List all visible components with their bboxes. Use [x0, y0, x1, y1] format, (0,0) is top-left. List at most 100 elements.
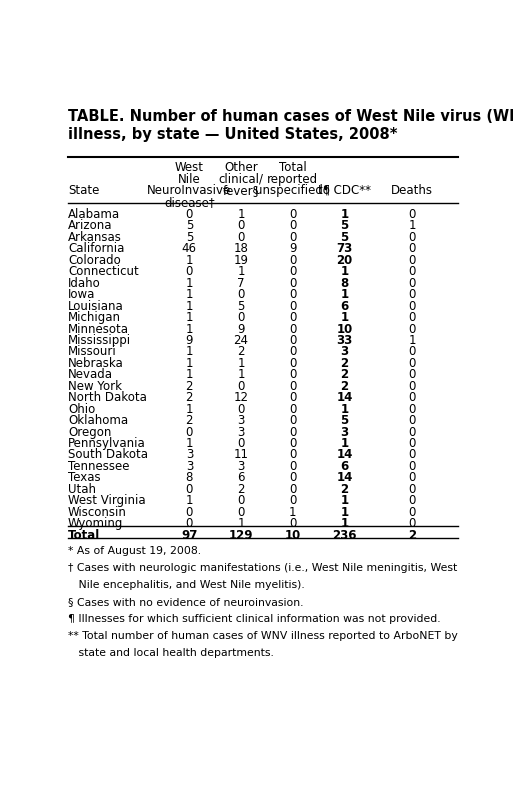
Text: 1: 1	[186, 288, 193, 301]
Text: West: West	[175, 161, 204, 174]
Text: 2: 2	[340, 483, 348, 496]
Text: 1: 1	[238, 266, 245, 278]
Text: 0: 0	[238, 288, 245, 301]
Text: 1: 1	[186, 345, 193, 359]
Text: Total: Total	[279, 161, 307, 174]
Text: 1: 1	[340, 266, 348, 278]
Text: 1: 1	[186, 357, 193, 370]
Text: 0: 0	[289, 231, 297, 244]
Text: New York: New York	[68, 380, 122, 393]
Text: 0: 0	[408, 414, 416, 427]
Text: 0: 0	[408, 494, 416, 507]
Text: 1: 1	[186, 277, 193, 289]
Text: 97: 97	[181, 529, 198, 541]
Text: 2: 2	[238, 345, 245, 359]
Text: 2: 2	[186, 414, 193, 427]
Text: 1: 1	[186, 437, 193, 450]
Text: 0: 0	[186, 483, 193, 496]
Text: 0: 0	[289, 219, 297, 232]
Text: Other: Other	[224, 161, 258, 174]
Text: California: California	[68, 242, 125, 255]
Text: 0: 0	[289, 334, 297, 347]
Text: to CDC**: to CDC**	[318, 184, 371, 197]
Text: 1: 1	[408, 219, 416, 232]
Text: 1: 1	[289, 506, 297, 518]
Text: 2: 2	[238, 483, 245, 496]
Text: Tennessee: Tennessee	[68, 460, 130, 473]
Text: 0: 0	[289, 517, 297, 530]
Text: 2: 2	[340, 368, 348, 382]
Text: 0: 0	[408, 242, 416, 255]
Text: 0: 0	[408, 208, 416, 221]
Text: 5: 5	[340, 414, 348, 427]
Text: 0: 0	[408, 231, 416, 244]
Text: 0: 0	[408, 311, 416, 324]
Text: Oklahoma: Oklahoma	[68, 414, 128, 427]
Text: 0: 0	[408, 391, 416, 404]
Text: 0: 0	[408, 254, 416, 267]
Text: 0: 0	[186, 266, 193, 278]
Text: 0: 0	[186, 517, 193, 530]
Text: 0: 0	[289, 357, 297, 370]
Text: Idaho: Idaho	[68, 277, 101, 289]
Text: 8: 8	[340, 277, 348, 289]
Text: unspecified¶: unspecified¶	[255, 184, 330, 197]
Text: 0: 0	[289, 380, 297, 393]
Text: 6: 6	[340, 300, 348, 312]
Text: Michigan: Michigan	[68, 311, 121, 324]
Text: Nebraska: Nebraska	[68, 357, 124, 370]
Text: 0: 0	[289, 471, 297, 484]
Text: 3: 3	[186, 460, 193, 473]
Text: 0: 0	[408, 288, 416, 301]
Text: Deaths: Deaths	[391, 184, 433, 197]
Text: 1: 1	[408, 334, 416, 347]
Text: 2: 2	[408, 529, 416, 541]
Text: disease†: disease†	[164, 196, 214, 209]
Text: 1: 1	[340, 494, 348, 507]
Text: Minnesota: Minnesota	[68, 323, 129, 335]
Text: reported: reported	[267, 173, 318, 185]
Text: Nile encephalitis, and West Nile myelitis).: Nile encephalitis, and West Nile myeliti…	[68, 580, 305, 590]
Text: 2: 2	[340, 357, 348, 370]
Text: Wyoming: Wyoming	[68, 517, 124, 530]
Text: 14: 14	[336, 391, 352, 404]
Text: 7: 7	[238, 277, 245, 289]
Text: 5: 5	[186, 231, 193, 244]
Text: 0: 0	[186, 425, 193, 439]
Text: Iowa: Iowa	[68, 288, 95, 301]
Text: 0: 0	[408, 323, 416, 335]
Text: 6: 6	[340, 460, 348, 473]
Text: 1: 1	[238, 208, 245, 221]
Text: 0: 0	[408, 471, 416, 484]
Text: 1: 1	[340, 517, 348, 530]
Text: 24: 24	[233, 334, 248, 347]
Text: 0: 0	[408, 402, 416, 416]
Text: 0: 0	[289, 345, 297, 359]
Text: Pennsylvania: Pennsylvania	[68, 437, 146, 450]
Text: state and local health departments.: state and local health departments.	[68, 649, 274, 658]
Text: 0: 0	[408, 460, 416, 473]
Text: 9: 9	[238, 323, 245, 335]
Text: 10: 10	[285, 529, 301, 541]
Text: 9: 9	[289, 242, 297, 255]
Text: 9: 9	[186, 334, 193, 347]
Text: 12: 12	[233, 391, 248, 404]
Text: 0: 0	[289, 402, 297, 416]
Text: 1: 1	[340, 208, 348, 221]
Text: 1: 1	[340, 437, 348, 450]
Text: North Dakota: North Dakota	[68, 391, 147, 404]
Text: 0: 0	[289, 425, 297, 439]
Text: Nevada: Nevada	[68, 368, 113, 382]
Text: 0: 0	[238, 494, 245, 507]
Text: Colorado: Colorado	[68, 254, 121, 267]
Text: 0: 0	[238, 380, 245, 393]
Text: 0: 0	[408, 517, 416, 530]
Text: 0: 0	[408, 357, 416, 370]
Text: 0: 0	[408, 300, 416, 312]
Text: 1: 1	[340, 402, 348, 416]
Text: 0: 0	[408, 448, 416, 461]
Text: Wisconsin: Wisconsin	[68, 506, 127, 518]
Text: 14: 14	[336, 471, 352, 484]
Text: Ohio: Ohio	[68, 402, 95, 416]
Text: 1: 1	[340, 311, 348, 324]
